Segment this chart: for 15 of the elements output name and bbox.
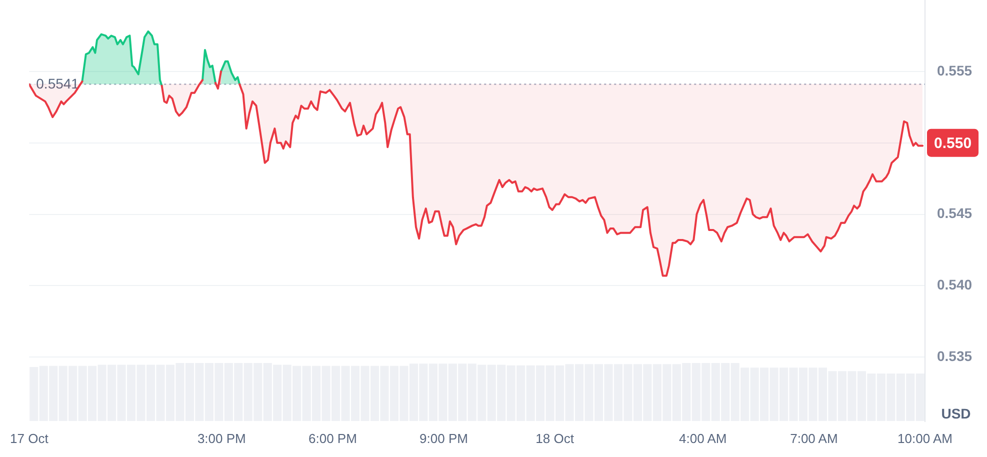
y-tick-label: 0.555: [937, 62, 972, 78]
x-tick-label: 7:00 AM: [790, 430, 838, 446]
y-tick-label: 0.540: [937, 276, 972, 293]
x-tick-label: 3:00 PM: [197, 430, 246, 446]
x-tick-label: 9:00 PM: [420, 430, 468, 446]
y-tick-label: 0.535: [937, 348, 972, 364]
x-tick-label: 4:00 AM: [679, 430, 727, 446]
y-tick-label: 0.545: [937, 205, 972, 222]
annotation: 0.550: [934, 134, 972, 152]
y-axis-title: USD: [941, 405, 971, 422]
x-tick-label: 17 Oct: [10, 430, 49, 446]
x-tick-label: 6:00 PM: [308, 430, 357, 446]
x-tick-label: 18 Oct: [536, 430, 574, 446]
x-tick-label: 10:00 AM: [898, 430, 952, 446]
ref-line-label: 0.5541: [36, 76, 80, 92]
